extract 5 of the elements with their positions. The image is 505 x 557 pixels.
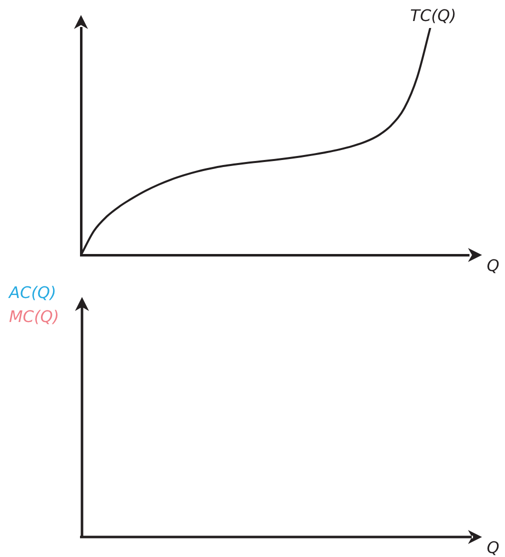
legend-label: AC(Q): [8, 283, 56, 302]
series-label: TC(Q): [410, 6, 456, 25]
x-axis-title: Q: [486, 256, 500, 276]
text: Q: [486, 538, 500, 557]
legend-label: MC(Q): [9, 307, 60, 326]
